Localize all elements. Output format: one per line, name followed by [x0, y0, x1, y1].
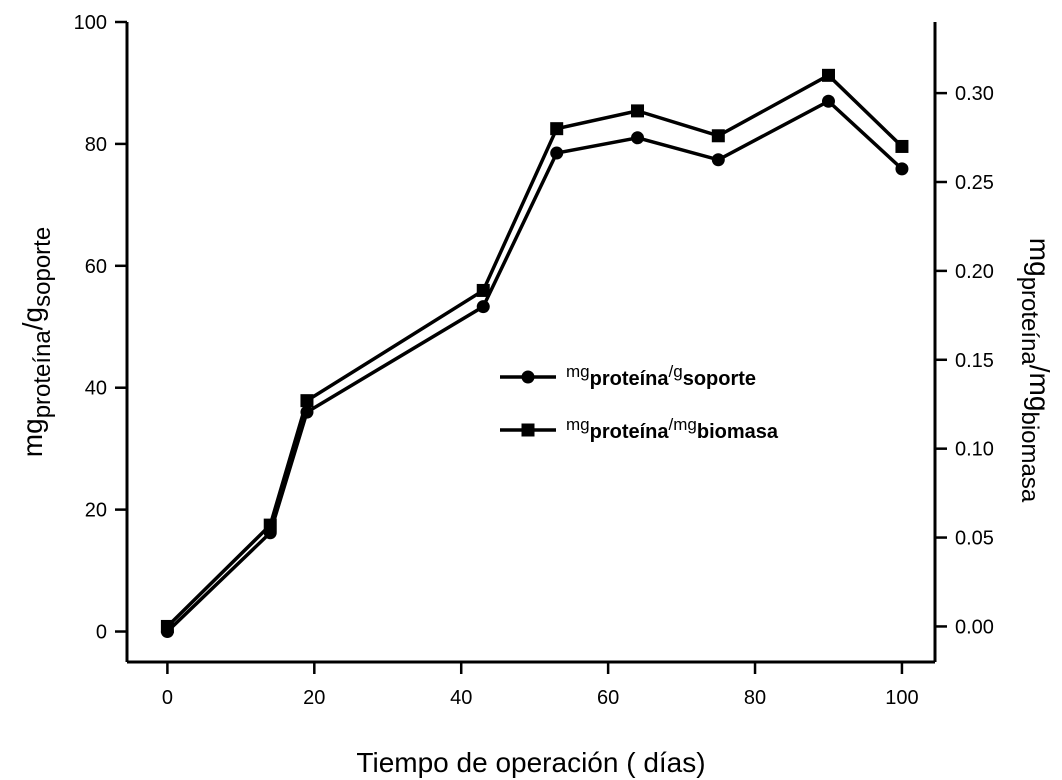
- y2-axis-title-sub: biomasa: [1016, 411, 1043, 502]
- point: [711, 129, 725, 143]
- y-axis-title-sub: proteína: [29, 330, 56, 419]
- point: [476, 300, 490, 314]
- x-tick-label: 100: [885, 687, 918, 709]
- y2-axis-title-part: mg: [1024, 238, 1055, 277]
- point: [550, 146, 564, 160]
- legend-sub: soporte: [683, 368, 756, 390]
- y2-axis-title-sub: proteína: [1016, 277, 1043, 366]
- y-axis-title: mgproteína/gsoporte: [17, 227, 56, 457]
- point: [160, 619, 174, 633]
- y2-tick-label: 0.10: [955, 439, 994, 461]
- y-axis-title-sub: soporte: [29, 227, 56, 307]
- point: [631, 131, 645, 145]
- legend-part: mg: [566, 362, 590, 381]
- y-axis-title-part: /g: [17, 307, 48, 330]
- y2-tick-label: 0.20: [955, 261, 994, 283]
- x-axis-title: Tiempo de operación ( días): [356, 747, 705, 778]
- point: [631, 104, 645, 118]
- point: [711, 153, 725, 167]
- point: [263, 518, 277, 532]
- y2-tick-label: 0.25: [955, 172, 994, 194]
- y2-tick-label: 0.30: [955, 83, 994, 105]
- y-axis-title-part: mg: [17, 418, 48, 457]
- point: [895, 162, 909, 176]
- x-tick-label: 60: [597, 687, 619, 709]
- y-tick-label: 20: [85, 500, 107, 522]
- y-tick-label: 40: [85, 378, 107, 400]
- legend-part: /g: [669, 362, 683, 381]
- point: [821, 68, 835, 82]
- legend-sub: proteína: [590, 421, 670, 443]
- point: [550, 122, 564, 136]
- legend-label: mgproteína/gsoporte: [566, 362, 756, 390]
- y2-axis-title: mgproteína/mgbiomasa: [1016, 238, 1055, 503]
- legend-label: mgproteína/mgbiomasa: [566, 415, 779, 443]
- y-tick-label: 60: [85, 256, 107, 278]
- legend-marker: [521, 370, 535, 384]
- y2-tick-label: 0.00: [955, 616, 994, 638]
- point: [300, 394, 314, 408]
- legend-part: /mg: [669, 415, 697, 434]
- y-tick-label: 100: [74, 12, 107, 34]
- legend-sub: biomasa: [697, 421, 779, 443]
- point: [895, 139, 909, 153]
- point: [821, 94, 835, 108]
- legend-marker: [521, 423, 535, 437]
- y2-tick-label: 0.15: [955, 350, 994, 372]
- y2-axis-title-part: /mg: [1024, 365, 1055, 412]
- x-tick-label: 20: [303, 687, 325, 709]
- legend-sub: proteína: [590, 368, 670, 390]
- series-line: [166, 73, 904, 628]
- x-tick-label: 0: [162, 687, 173, 709]
- y-tick-label: 0: [96, 622, 107, 644]
- x-tick-label: 40: [450, 687, 472, 709]
- y2-tick-label: 0.05: [955, 528, 994, 550]
- y-tick-label: 80: [85, 134, 107, 156]
- legend-part: mg: [566, 415, 590, 434]
- point: [476, 283, 490, 297]
- x-tick-label: 80: [744, 687, 766, 709]
